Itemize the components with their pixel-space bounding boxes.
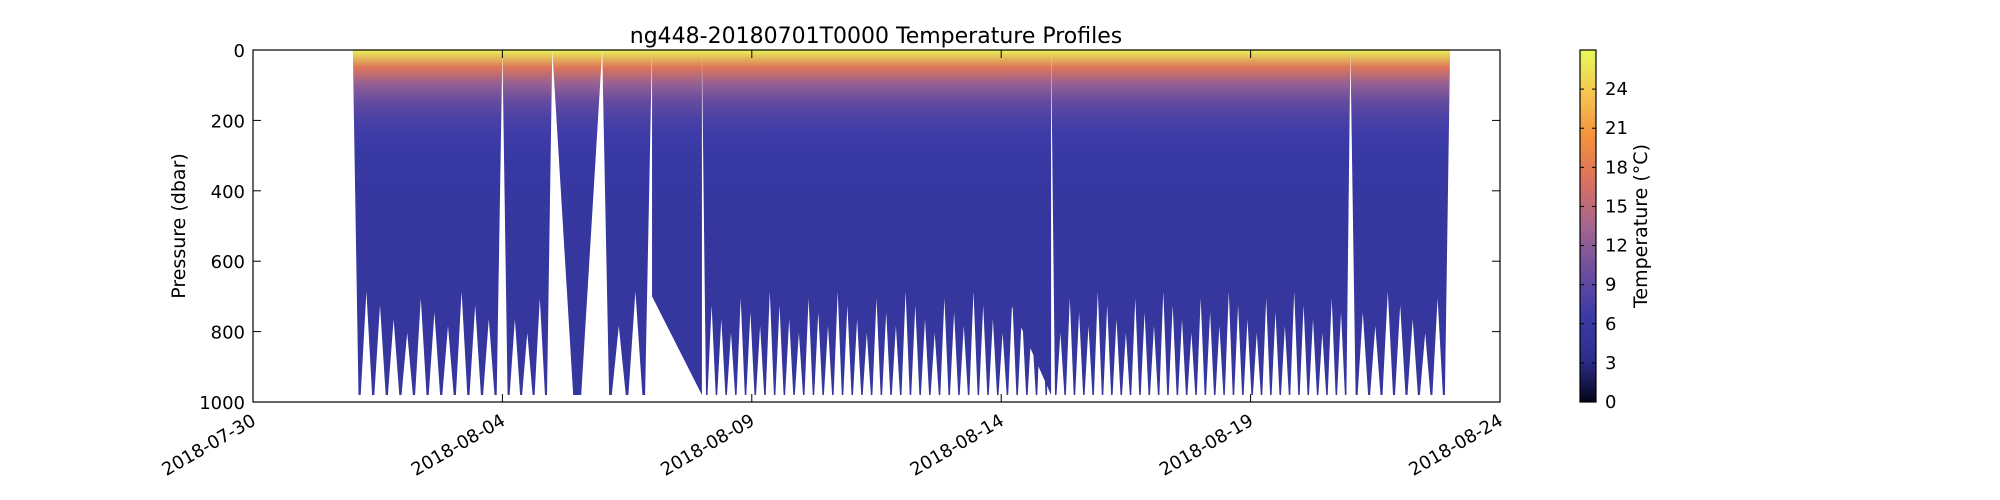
y-tick-label: 200 [211, 111, 245, 132]
colorbar-label: Temperature (°C) [1630, 144, 1652, 309]
profile-gap-fill [652, 50, 702, 395]
y-tick-label: 400 [211, 182, 245, 203]
y-tick-label: 600 [211, 252, 245, 273]
colorbar-tick-label: 6 [1605, 314, 1616, 335]
y-tick-label: 0 [234, 41, 245, 62]
profile-segment [1350, 50, 1451, 395]
x-tick-label: 2018-08-04 [408, 410, 509, 480]
colorbar-tick-label: 24 [1605, 79, 1628, 100]
temperature-profiles [352, 50, 1451, 395]
profile-segment [701, 50, 1052, 395]
profile-segment [502, 50, 553, 395]
colorbar-tick-label: 0 [1605, 392, 1616, 413]
profile-segment [552, 50, 603, 395]
colorbar-ticks: 0 3 6 9 12 15 18 21 24 [1580, 79, 1628, 413]
colorbar-tick-label: 3 [1605, 353, 1616, 374]
colorbar: 0 3 6 9 12 15 18 21 24 Temperature (°C) [1579, 49, 1652, 413]
x-tick-label: 2018-08-14 [907, 410, 1008, 480]
y-tick-label: 1000 [199, 393, 245, 414]
chart-title: ng448-20180701T0000 Temperature Profiles [630, 24, 1122, 49]
x-tick-label: 2018-08-09 [657, 410, 758, 480]
colorbar-tick-label: 21 [1605, 118, 1628, 139]
profile-segment [1051, 50, 1351, 395]
x-tick-label: 2018-08-24 [1405, 410, 1506, 480]
y-axis-label: Pressure (dbar) [168, 153, 190, 299]
profile-segment [352, 50, 503, 395]
x-tick-label: 2018-07-30 [158, 410, 259, 480]
colorbar-tick-label: 18 [1605, 157, 1628, 178]
colorbar-tick-label: 12 [1605, 236, 1628, 257]
profile-gap-fill [1001, 50, 1052, 395]
colorbar-tick-label: 15 [1605, 196, 1628, 217]
x-tick-label: 2018-08-19 [1156, 410, 1257, 480]
colorbar-tick-label: 9 [1605, 275, 1616, 296]
colorbar-gradient [1579, 49, 1597, 403]
y-axis: 0 200 400 600 800 1000 [199, 41, 1500, 414]
plot-frame [252, 49, 1501, 403]
y-tick-label: 800 [211, 323, 245, 344]
profile-segment [602, 50, 652, 395]
